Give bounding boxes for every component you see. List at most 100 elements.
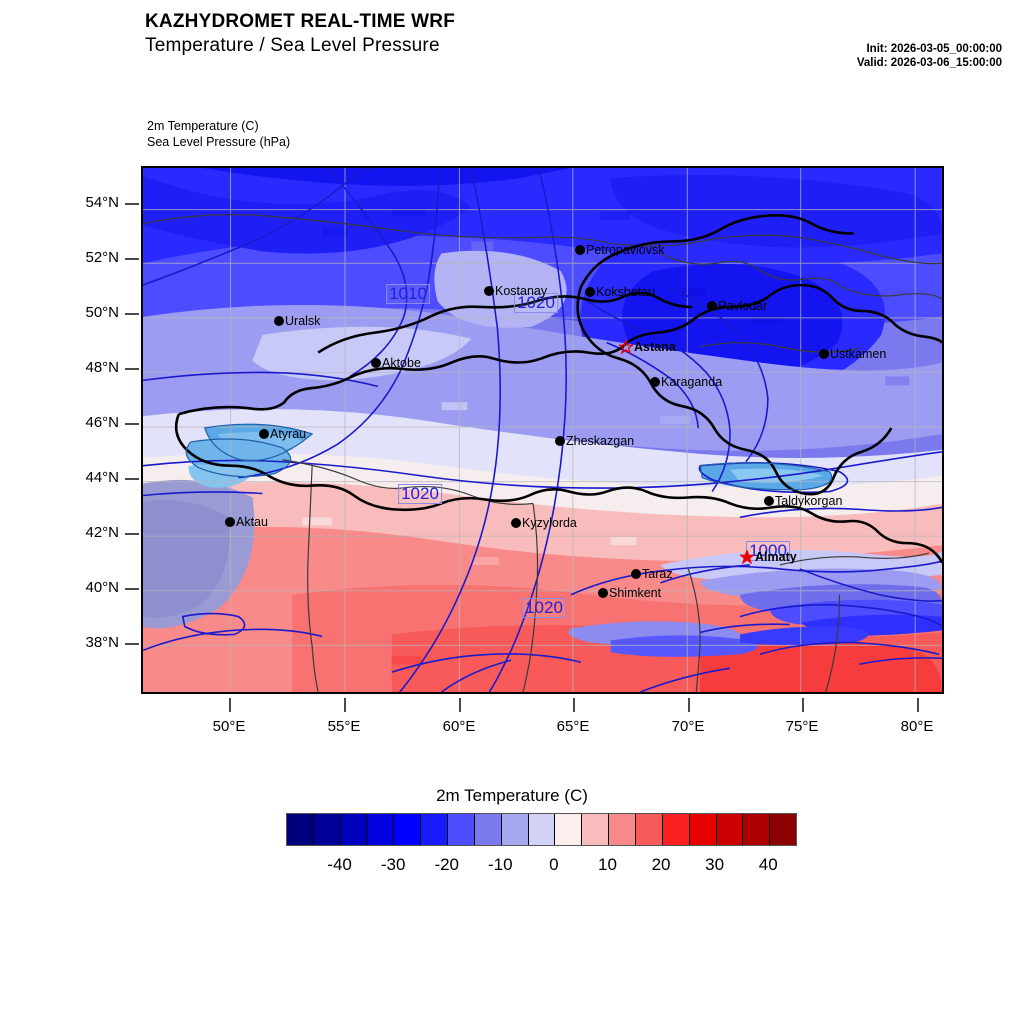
city-marker-atyrau[interactable]: Atyrau	[259, 427, 306, 441]
city-marker-pavlodar[interactable]: Pavlodar	[707, 299, 767, 313]
city-dot-icon	[371, 358, 381, 368]
city-marker-aktobe[interactable]: Aktobe	[371, 356, 421, 370]
lon-tick-label: 70°E	[671, 718, 705, 735]
city-marker-kyzylorda[interactable]: Kyzylorda	[511, 516, 577, 530]
temperature-field-raster	[143, 168, 942, 692]
city-marker-taraz[interactable]: Taraz	[631, 567, 673, 581]
colorbar-tick-label: 40	[758, 855, 778, 874]
model-timestamps: Init: 2026-03-05_00:00:00 Valid: 2026-03…	[770, 42, 1002, 70]
city-label: Kyzylorda	[522, 516, 577, 530]
capital-star-icon	[738, 548, 756, 565]
colorbar-swatch	[367, 814, 395, 845]
lat-tick-label: 50°N	[85, 304, 119, 321]
city-label: Almaty	[755, 550, 797, 564]
city-marker-petropavlovsk[interactable]: Petropavlovsk	[575, 243, 665, 257]
colorbar-swatch	[528, 814, 556, 845]
city-marker-shimkent[interactable]: Shimkent	[598, 586, 661, 600]
page-title: KAZHYDROMET REAL-TIME WRF	[145, 11, 456, 32]
colorbar-swatch	[501, 814, 529, 845]
field-label-temperature: 2m Temperature (C)	[147, 119, 259, 133]
city-marker-astana[interactable]: Astana	[617, 338, 676, 355]
province-boundaries	[143, 214, 942, 692]
city-marker-ustkamenogorsk[interactable]: Ustkamen	[819, 347, 886, 361]
isobar-label: 1000	[746, 541, 790, 561]
isobar-contours	[143, 168, 942, 692]
lat-tick-label: 38°N	[85, 634, 119, 651]
city-dot-icon	[225, 517, 235, 527]
longitude-axis: 50°E 55°E 60°E 65°E 70°E 75°E 80°E	[141, 698, 944, 738]
city-dot-icon	[650, 377, 660, 387]
temperature-colorbar[interactable]	[286, 813, 797, 846]
city-label: Shimkent	[609, 586, 662, 600]
city-dot-icon	[585, 287, 595, 297]
page-subtitle: Temperature / Sea Level Pressure	[145, 35, 440, 56]
colorbar-swatch	[582, 814, 610, 845]
colorbar-tick-label: -30	[380, 855, 406, 874]
colorbar-swatch	[394, 814, 422, 845]
field-label-pressure: Sea Level Pressure (hPa)	[147, 135, 291, 149]
city-dot-icon	[764, 496, 774, 506]
city-marker-almaty[interactable]: Almaty	[738, 548, 797, 565]
city-label: Aktau	[236, 515, 268, 529]
lat-tick-label: 48°N	[85, 359, 119, 376]
city-label: Petropavlovsk	[586, 243, 665, 257]
colorbar-swatch	[313, 814, 341, 845]
city-label: Pavlodar	[718, 299, 768, 313]
colorbar-tick-label: -40	[327, 855, 352, 874]
colorbar-swatch	[609, 814, 636, 845]
lon-tick-label: 55°E	[327, 718, 361, 735]
city-marker-karaganda[interactable]: Karaganda	[650, 375, 722, 389]
title-block: KAZHYDROMET REAL-TIME WRF Temperature / …	[145, 10, 455, 58]
city-label: Taraz	[642, 567, 673, 581]
valid-time: Valid: 2026-03-06_15:00:00	[856, 57, 1002, 69]
lon-tick-label: 75°E	[785, 718, 819, 735]
colorbar-tick-label: 30	[705, 855, 725, 874]
lat-tick-label: 42°N	[85, 524, 119, 541]
colorbar-swatch	[448, 814, 475, 845]
city-marker-zheskazgan[interactable]: Zheskazgan	[555, 434, 634, 448]
city-marker-aktau[interactable]: Aktau	[225, 515, 268, 529]
lon-tick-label: 50°E	[212, 718, 246, 735]
city-dot-icon	[484, 286, 494, 296]
field-label-block: 2m Temperature (C) Sea Level Pressure (h…	[147, 118, 290, 150]
city-label: Atyrau	[270, 427, 307, 441]
colorbar-swatch	[716, 814, 744, 845]
lon-tick-label: 80°E	[900, 718, 934, 735]
lat-tick-label: 52°N	[85, 249, 119, 266]
colorbar-swatch	[662, 814, 690, 845]
colorbar-swatch	[770, 814, 797, 845]
colorbar-title: 2m Temperature (C)	[436, 786, 588, 805]
isobar-label: 1010	[386, 284, 430, 304]
city-marker-kostanay[interactable]: Kostanay	[484, 284, 547, 298]
lat-tick-label: 44°N	[85, 469, 119, 486]
colorbar-swatch	[555, 814, 583, 845]
city-dot-icon	[631, 569, 641, 579]
colorbar-swatch	[474, 814, 502, 845]
city-label: Uralsk	[285, 314, 321, 328]
isobar-label: 1020	[398, 484, 442, 504]
map-plot-area[interactable]: 1010 1020 1020 1020 1000 Petropavlovsk K…	[141, 166, 944, 694]
colorbar-swatch	[689, 814, 717, 845]
city-marker-uralsk[interactable]: Uralsk	[274, 314, 320, 328]
city-dot-icon	[707, 301, 717, 311]
city-label: Zheskazgan	[566, 434, 635, 448]
city-label: Kostanay	[495, 284, 548, 298]
city-label: Kokshetau	[596, 285, 656, 299]
colorbar-swatch	[421, 814, 449, 845]
init-time: Init: 2026-03-05_00:00:00	[866, 43, 1002, 55]
city-label: Aktobe	[382, 356, 421, 370]
colorbar-tick-label: 20	[651, 855, 671, 874]
city-dot-icon	[575, 245, 585, 255]
colorbar-swatch	[743, 814, 771, 845]
city-marker-kokshetau[interactable]: Kokshetau	[585, 285, 655, 299]
city-marker-taldykorgan[interactable]: Taldykorgan	[764, 494, 842, 508]
colorbar-tick-labels: -40 -30 -20 -10 0 10 20 30 40	[286, 855, 795, 883]
city-label: Ustkamen	[830, 347, 887, 361]
colorbar-swatch	[287, 814, 314, 845]
colorbar-tick-label: -10	[488, 855, 513, 874]
colorbar-swatch	[340, 814, 368, 845]
isobar-label: 1020	[514, 293, 558, 313]
isobar-label: 1020	[522, 598, 566, 618]
city-dot-icon	[598, 588, 608, 598]
lon-tick-label: 60°E	[442, 718, 476, 735]
